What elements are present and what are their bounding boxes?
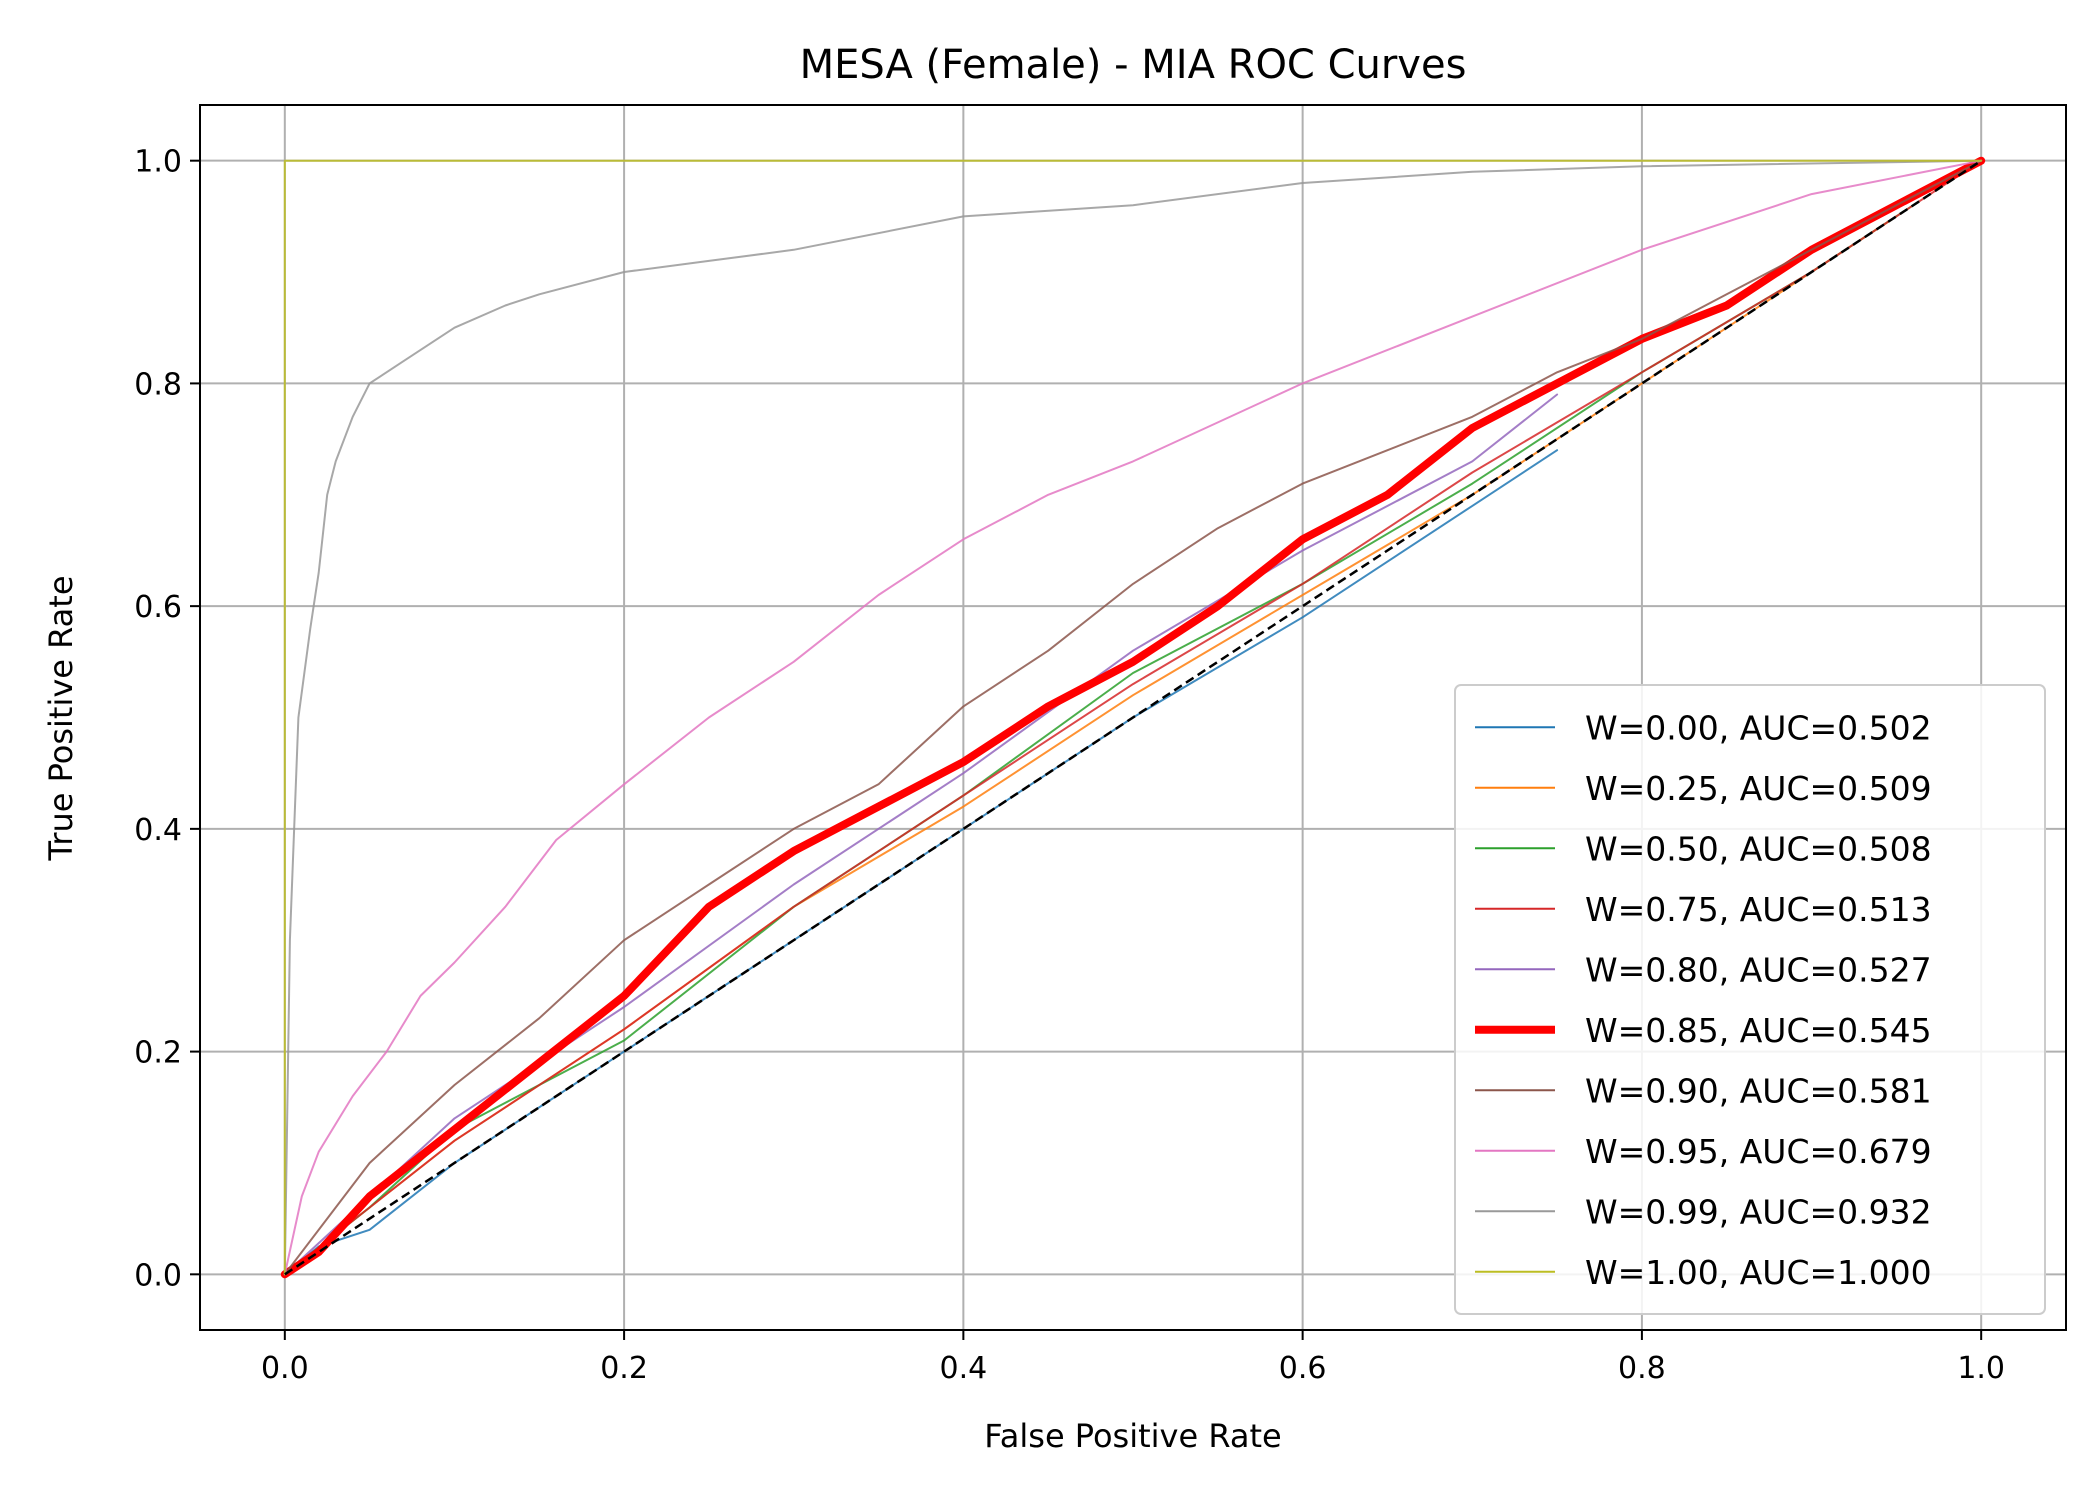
plot-frame <box>199 104 2067 1331</box>
series-line-0-85 <box>280 156 1986 1279</box>
x-axis-title: False Positive Rate <box>984 1417 1281 1455</box>
legend-label: W=0.80, AUC=0.527 <box>1585 950 1932 989</box>
x-tick-label: 0.4 <box>940 1351 988 1386</box>
legend-label: W=0.75, AUC=0.513 <box>1585 890 1932 929</box>
y-tick-label: 0.8 <box>134 367 182 402</box>
series-line-0-80 <box>283 393 1559 1276</box>
x-tick-label: 0.2 <box>600 1351 648 1386</box>
x-tick-label: 0.0 <box>261 1351 309 1386</box>
grid <box>200 105 2066 1330</box>
series-line-0-99 <box>283 159 1983 1276</box>
legend-box <box>1454 684 2046 1315</box>
y-tick-label: 0.4 <box>134 813 182 848</box>
series-line-0-90 <box>283 159 1983 1276</box>
series-layer <box>280 156 1986 1279</box>
y-tick-label: 0.2 <box>134 1036 182 1071</box>
legend-label: W=0.50, AUC=0.508 <box>1585 829 1932 868</box>
legend-label: W=0.95, AUC=0.679 <box>1585 1132 1932 1171</box>
series-line-1-00 <box>283 159 1983 1276</box>
legend: W=0.00, AUC=0.502 W=0.25, AUC=0.509 W=0.50… <box>1454 684 2046 1315</box>
y-axis-ticks: 0.0 0.2 0.4 0.6 0.8 1.0 <box>134 145 200 1293</box>
legend-label: W=1.00, AUC=1.000 <box>1585 1253 1932 1292</box>
series-line-0-95 <box>283 159 1983 1276</box>
y-tick-label: 1.0 <box>134 145 182 180</box>
x-tick-label: 1.0 <box>1957 1351 2005 1386</box>
legend-label: W=0.90, AUC=0.581 <box>1585 1071 1932 1110</box>
diagonal-reference-line <box>284 159 1982 1276</box>
series-line-0-75 <box>283 159 1983 1276</box>
legend-label: W=0.25, AUC=0.509 <box>1585 769 1932 808</box>
legend-label: W=0.99, AUC=0.932 <box>1585 1192 1932 1231</box>
y-tick-label: 0.0 <box>134 1258 182 1293</box>
x-tick-label: 0.8 <box>1618 1351 1666 1386</box>
legend-label: W=0.00, AUC=0.502 <box>1585 708 1932 747</box>
y-axis-title: True Positive Rate <box>42 575 80 861</box>
y-tick-label: 0.6 <box>134 590 182 625</box>
chart-title: MESA (Female) - MIA ROC Curves <box>800 42 1467 88</box>
x-axis-ticks: 0.0 0.2 0.4 0.6 0.8 1.0 <box>261 1330 2005 1386</box>
x-tick-label: 0.6 <box>1279 1351 1327 1386</box>
legend-label: W=0.85, AUC=0.545 <box>1585 1011 1932 1050</box>
